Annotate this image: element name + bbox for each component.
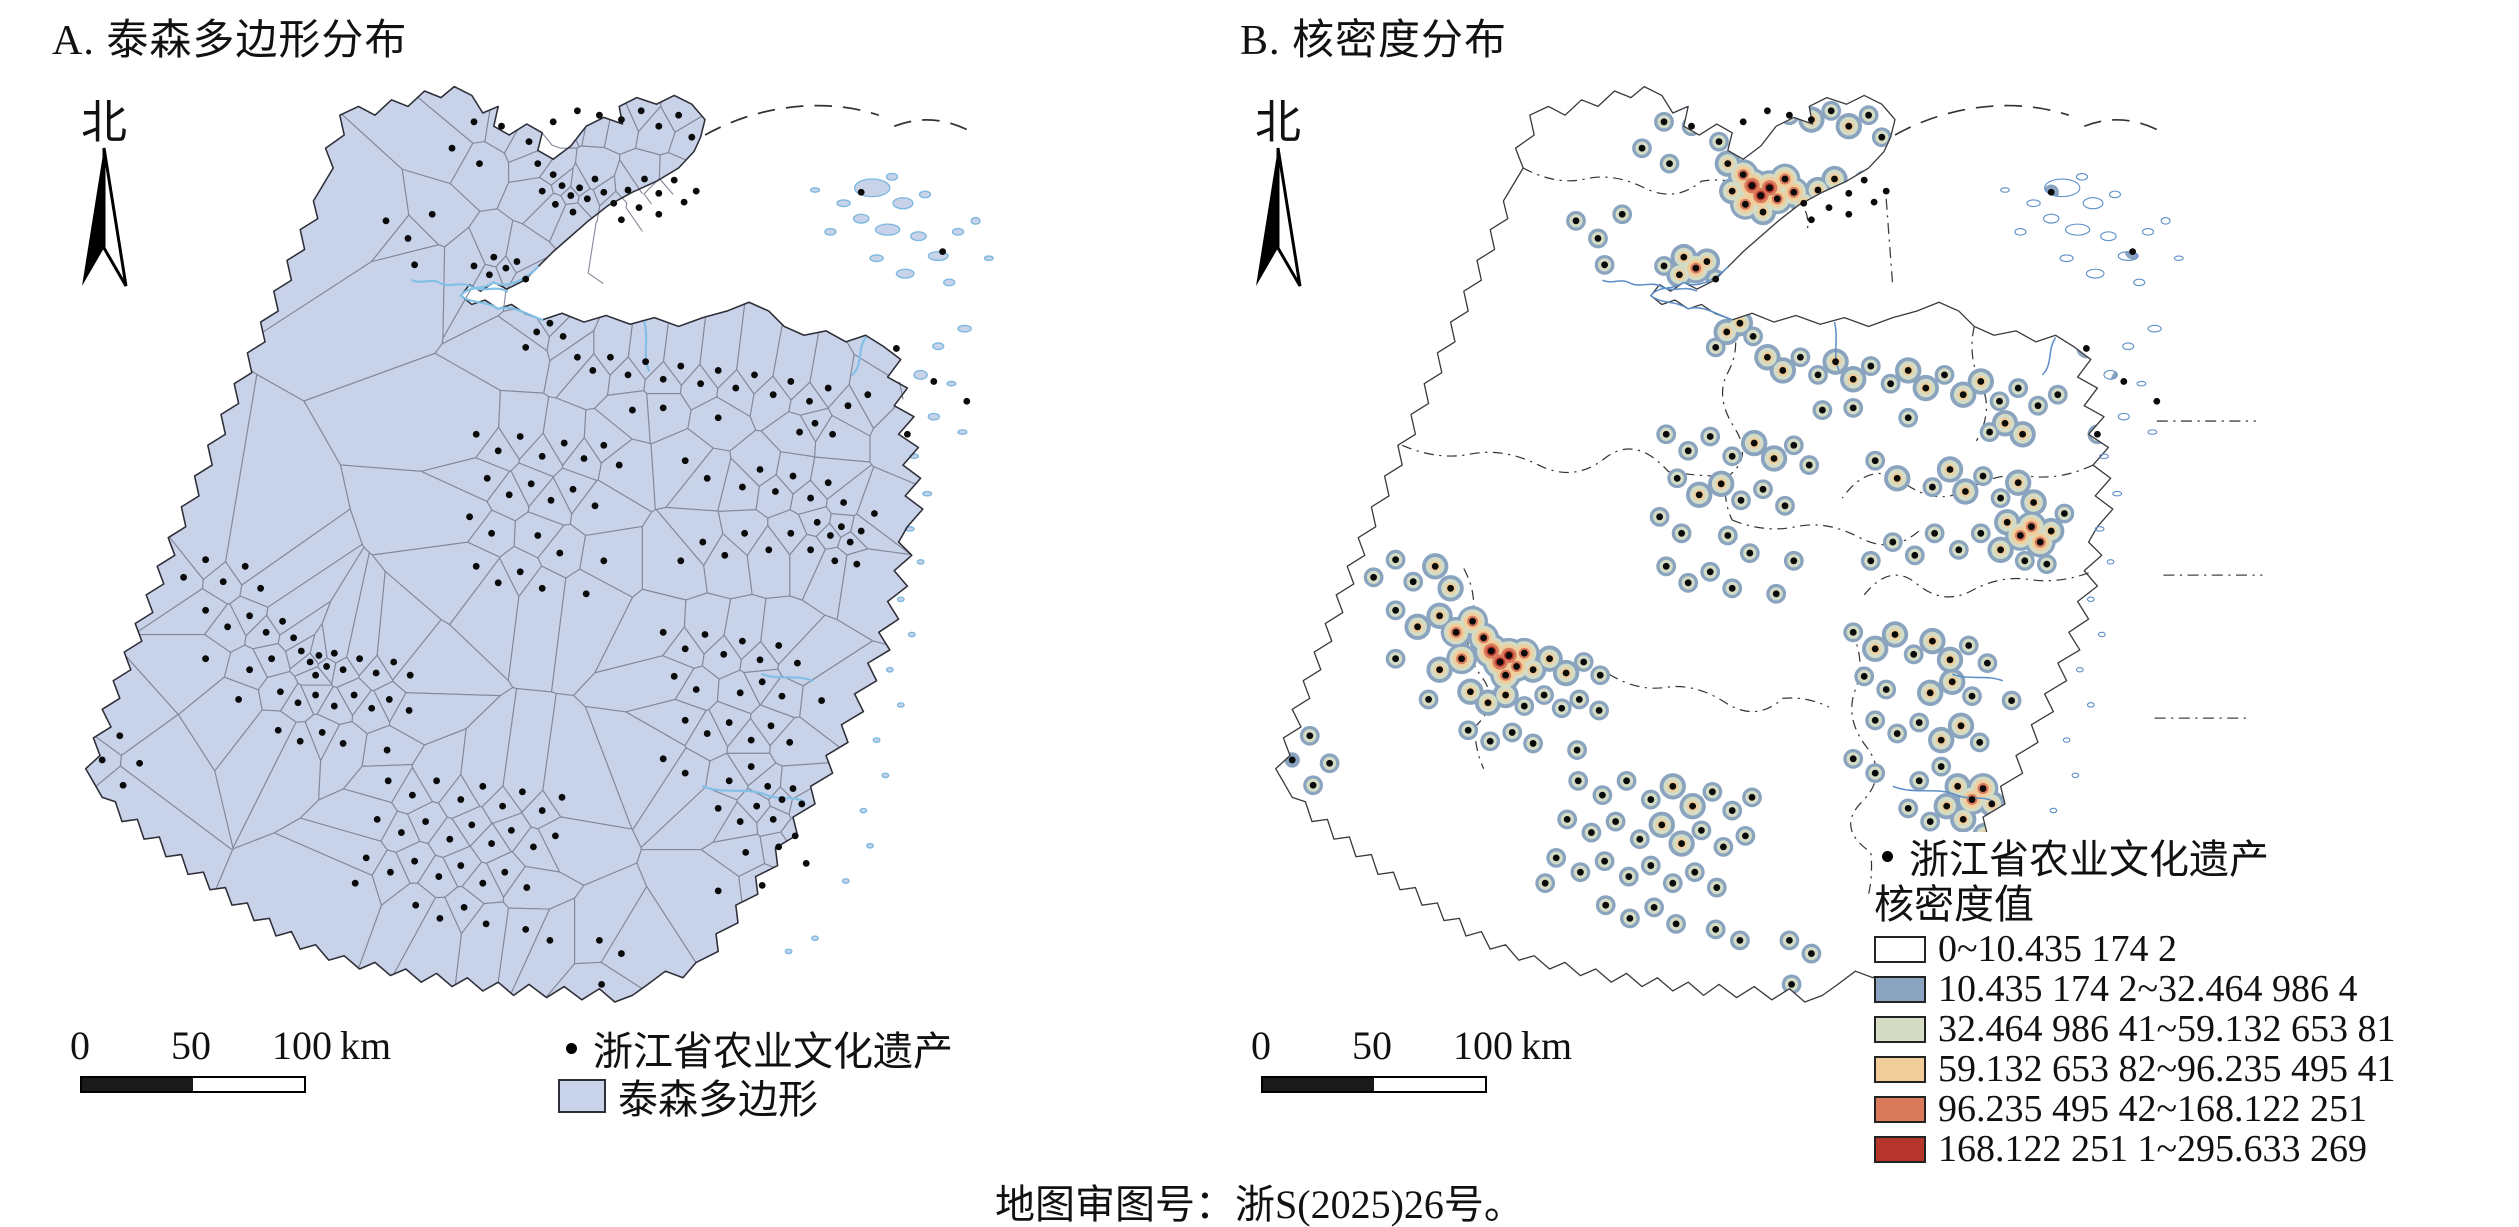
scalebar-bar	[80, 1076, 306, 1093]
scalebar-a: 0 50 100 km	[60, 1022, 540, 1114]
legend-b-title: 核密度值	[1874, 882, 2034, 927]
kd-swatch-5	[1874, 1135, 1926, 1163]
heritage-point-icon	[1882, 850, 1893, 862]
kd-swatch-3	[1874, 1055, 1926, 1083]
scalebar-unit: km	[340, 1023, 392, 1068]
kd-class-row: 10.435 174 2~32.464 986 4	[1874, 968, 2396, 1010]
kernel-density-map	[1275, 85, 2263, 1003]
north-label: 北	[81, 97, 127, 148]
scalebar-0: 0	[1251, 1023, 1271, 1068]
legend-a-point-label: 浙江省农业文化遗产	[593, 1029, 953, 1074]
north-arrow-icon	[82, 147, 128, 287]
scalebar-unit: km	[1521, 1023, 1573, 1068]
scalebar-100: 100	[1453, 1023, 1513, 1068]
panel-a-title: A. 泰森多边形分布	[52, 18, 408, 64]
kd-label-3: 59.132 653 82~96.235 495 41	[1938, 1048, 2396, 1090]
legend-b-point-row: 浙江省农业文化遗产	[1874, 832, 2396, 882]
scalebar-50: 50	[171, 1023, 211, 1068]
kd-class-row: 32.464 986 41~59.132 653 81	[1874, 1008, 2396, 1050]
kd-swatch-4	[1874, 1095, 1926, 1123]
kd-label-5: 168.122 251 1~295.633 269	[1938, 1128, 2368, 1170]
kd-label-2: 32.464 986 41~59.132 653 81	[1938, 1008, 2396, 1050]
legend-a-polygon-label: 泰森多边形	[618, 1077, 818, 1122]
kd-label-4: 96.235 495 42~168.122 251	[1938, 1088, 2368, 1130]
kd-label-0: 0~10.435 174 2	[1938, 928, 2178, 970]
kd-swatch-1	[1874, 975, 1926, 1003]
panel-b-title: B. 核密度分布	[1240, 18, 1508, 64]
kd-swatch-0	[1874, 935, 1926, 963]
north-label: 北	[1255, 97, 1301, 148]
kd-class-row: 96.235 495 42~168.122 251	[1874, 1088, 2396, 1130]
north-arrow-icon	[1256, 147, 1302, 287]
scalebar-b: 0 50 100 km	[1241, 1022, 1721, 1114]
legend-b-point-label: 浙江省农业文化遗产	[1909, 837, 2269, 882]
scalebar-bar	[1261, 1076, 1487, 1093]
legend-b: 浙江省农业文化遗产 核密度值 0~10.435 174 2 10.435 174…	[1874, 832, 2402, 1170]
kd-class-row: 0~10.435 174 2	[1874, 928, 2396, 970]
heritage-point-icon	[566, 1042, 577, 1054]
scalebar-0: 0	[70, 1023, 90, 1068]
north-arrow-a: 北	[72, 86, 136, 336]
map-approval-caption: 地图审图号：浙S(2025)26号。	[995, 1182, 1524, 1227]
kd-label-1: 10.435 174 2~32.464 986 4	[1938, 968, 2358, 1010]
thiessen-polygon-map	[84, 85, 994, 1003]
scalebar-50: 50	[1352, 1023, 1392, 1068]
kd-class-row: 168.122 251 1~295.633 269	[1874, 1128, 2396, 1170]
north-arrow-b: 北	[1246, 86, 1310, 336]
kd-swatch-2	[1874, 1015, 1926, 1043]
thiessen-polygon-swatch	[558, 1079, 606, 1113]
kd-class-row: 59.132 653 82~96.235 495 41	[1874, 1048, 2396, 1090]
legend-a-polygon-row: 泰森多边形	[558, 1072, 953, 1122]
legend-a: 浙江省农业文化遗产 泰森多边形	[558, 1024, 953, 1122]
scalebar-100: 100	[272, 1023, 332, 1068]
legend-a-point-row: 浙江省农业文化遗产	[558, 1024, 953, 1074]
